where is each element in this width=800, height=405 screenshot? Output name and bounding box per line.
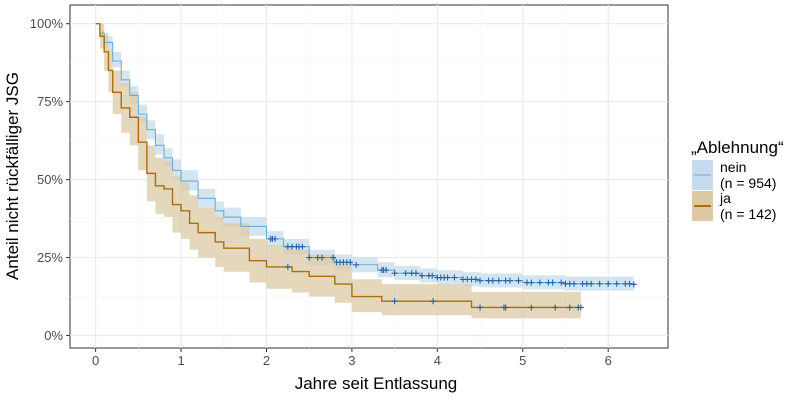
legend: „Ablehnung“ nein (n = 954) ja (n = 142) — [691, 138, 784, 222]
y-axis-title: Anteil nicht rückfälliger JSG — [3, 72, 22, 280]
censor-mark-nein — [549, 279, 556, 286]
censor-mark-nein — [613, 280, 620, 287]
censor-mark-nein — [596, 280, 603, 287]
x-tick-label: 5 — [519, 353, 526, 368]
y-tick-label: 50% — [37, 172, 63, 187]
censor-mark-nein — [605, 280, 612, 287]
y-tick-label: 0% — [44, 328, 63, 343]
censor-mark-nein — [558, 279, 565, 286]
legend-label-nein: nein — [720, 159, 746, 175]
censor-mark-ja — [477, 304, 484, 311]
censor-mark-ja — [566, 304, 573, 311]
y-tick-label: 100% — [30, 16, 64, 31]
censor-mark-nein — [402, 270, 409, 277]
x-tick-label: 4 — [434, 353, 441, 368]
censor-mark-nein — [477, 277, 484, 284]
x-tick-label: 1 — [177, 353, 184, 368]
censor-mark-nein — [330, 254, 337, 261]
censor-mark-nein — [630, 281, 637, 288]
censor-mark-nein — [536, 279, 543, 286]
censor-mark-nein — [299, 243, 306, 250]
censor-mark-nein — [418, 272, 425, 279]
censor-mark-nein — [626, 280, 633, 287]
censor-mark-nein — [272, 235, 279, 242]
censor-mark-nein — [429, 272, 436, 279]
censor-mark-nein — [353, 261, 360, 268]
censor-mark-ja — [577, 304, 584, 311]
x-tick-label: 6 — [605, 353, 612, 368]
censor-mark-nein — [383, 267, 390, 274]
censor-mark-ja — [552, 304, 559, 311]
x-tick-label: 0 — [92, 353, 99, 368]
censor-mark-ja — [502, 304, 509, 311]
censor-mark-nein — [495, 277, 502, 284]
censor-mark-ja — [284, 263, 291, 270]
x-tick-label: 2 — [263, 353, 270, 368]
censor-mark-nein — [588, 280, 595, 287]
censor-mark-ja — [528, 304, 535, 311]
censor-mark-nein — [347, 259, 354, 266]
x-tick-label: 3 — [348, 353, 355, 368]
censor-mark-nein — [515, 277, 522, 284]
censor-mark-nein — [319, 254, 326, 261]
legend-n-ja: (n = 142) — [720, 206, 776, 222]
censor-mark-nein — [571, 280, 578, 287]
censor-mark-nein — [391, 270, 398, 277]
y-tick-label: 25% — [37, 250, 63, 265]
survival-line-ja — [95, 23, 581, 309]
x-axis-title: Jahre seit Entlassung — [295, 374, 458, 393]
censor-mark-nein — [489, 277, 496, 284]
ci-band-ja — [95, 23, 581, 319]
legend-label-ja: ja — [719, 190, 731, 206]
censor-mark-ja — [391, 298, 398, 305]
censor-mark-nein — [444, 274, 451, 281]
y-tick-label: 75% — [37, 94, 63, 109]
legend-title: „Ablehnung“ — [691, 138, 784, 157]
censor-mark-nein — [472, 276, 479, 283]
censor-mark-nein — [412, 270, 419, 277]
censor-mark-nein — [451, 274, 458, 281]
censor-mark-nein — [306, 254, 313, 261]
censor-mark-nein — [506, 277, 513, 284]
censor-mark-nein — [528, 279, 535, 286]
censor-mark-ja — [430, 298, 437, 305]
legend-n-nein: (n = 954) — [720, 175, 776, 191]
